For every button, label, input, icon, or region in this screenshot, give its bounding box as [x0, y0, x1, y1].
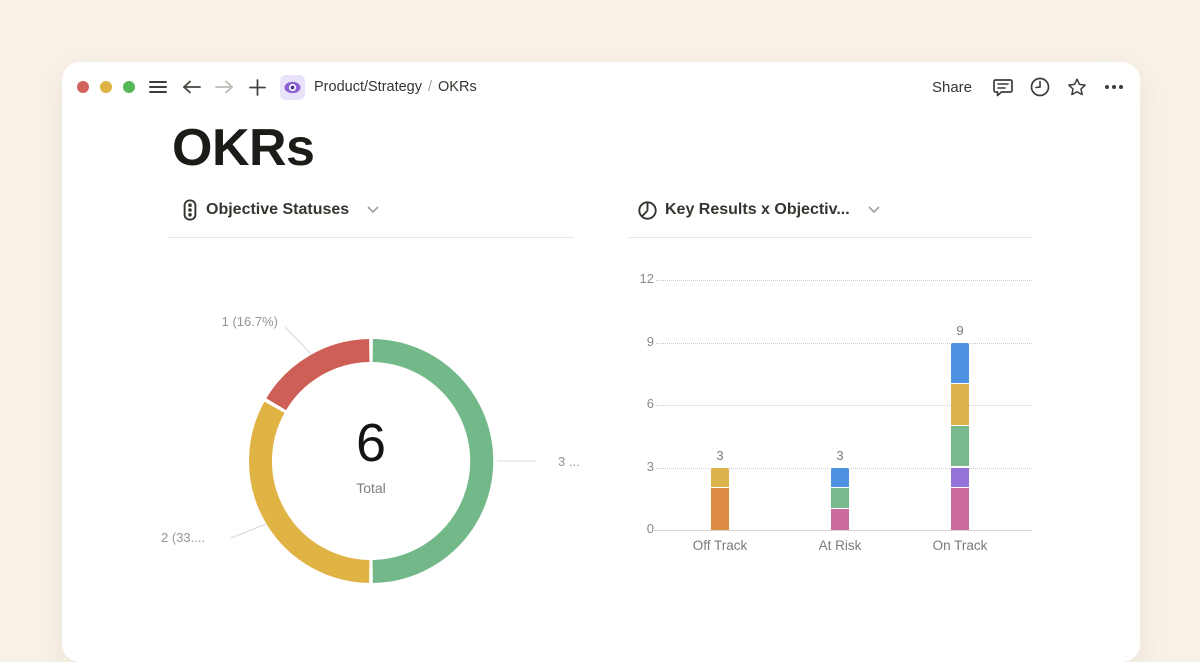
traffic-light-zoom[interactable] — [123, 81, 135, 93]
page-title[interactable]: OKRs — [172, 119, 315, 177]
bar-chart-header[interactable]: Key Results x Objectiv... — [628, 196, 1032, 224]
bar-total-label: 9 — [956, 322, 964, 338]
bar-total-label: 3 — [836, 447, 844, 463]
star-icon[interactable] — [1067, 77, 1087, 97]
header-divider — [168, 237, 574, 238]
bar-segment-at-risk-2[interactable] — [831, 467, 849, 488]
chevron-down-icon[interactable] — [367, 206, 379, 214]
donut-chart-header[interactable]: Objective Statuses — [168, 196, 574, 224]
bar-chart-title: Key Results x Objectiv... — [665, 201, 850, 218]
plus-icon[interactable] — [247, 77, 267, 97]
donut-segment-2[interactable] — [266, 339, 370, 411]
y-tick-label: 9 — [646, 333, 654, 349]
share-button[interactable]: Share — [931, 78, 972, 96]
eye-badge-icon[interactable] — [280, 74, 305, 100]
bar-segment-on-track-0[interactable] — [951, 488, 969, 530]
y-tick-label: 3 — [646, 458, 654, 474]
bar-segment-off-track-0[interactable] — [711, 488, 729, 530]
donut-segment-1[interactable] — [249, 401, 370, 583]
pie-chart-icon — [638, 200, 657, 220]
x-category-label: At Risk — [818, 538, 862, 553]
traffic-light-close[interactable] — [77, 81, 89, 93]
y-tick-label: 0 — [646, 521, 654, 536]
traffic-light-minimize[interactable] — [100, 81, 112, 93]
bar-total-label: 3 — [716, 447, 724, 463]
bar-segment-off-track-1[interactable] — [711, 467, 729, 488]
window-toolbar: Product/Strategy / OKRs Share — [77, 72, 1124, 102]
breadcrumb: Product/Strategy / OKRs — [314, 79, 477, 95]
donut-callout-yellow: 2 (33.... — [161, 530, 206, 545]
x-category-label: On Track — [932, 538, 988, 553]
donut-total-label: Total — [356, 480, 386, 496]
bar-segment-on-track-3[interactable] — [951, 384, 969, 425]
bar-chart-block: Key Results x Objectiv... — [628, 196, 1032, 238]
donut-segment-0[interactable] — [372, 339, 494, 583]
donut-total-value: 6 — [355, 413, 387, 473]
donut-center: 6 Total — [301, 414, 441, 496]
x-axis-baseline — [654, 530, 1032, 531]
header-divider — [628, 237, 1032, 238]
x-category-label: Off Track — [692, 538, 748, 553]
app-window: Product/Strategy / OKRs Share OKRs Objec — [62, 62, 1140, 662]
bar-segment-at-risk-1[interactable] — [831, 488, 849, 509]
donut-chart-block: Objective Statuses — [168, 196, 574, 238]
toolbar-right-actions: Share — [932, 77, 1124, 97]
bar-segment-on-track-2[interactable] — [951, 425, 969, 467]
traffic-light-icon — [183, 199, 197, 221]
bar-segment-on-track-1[interactable] — [951, 467, 969, 488]
comment-icon[interactable] — [993, 77, 1013, 97]
donut-callout-lines — [230, 326, 536, 539]
hamburger-icon[interactable] — [148, 77, 168, 97]
ellipsis-icon[interactable] — [1104, 77, 1124, 97]
bar-chart-plot: 0 3 6 9 12 3 Off Track 3 At Risk 9 On Track — [628, 260, 1032, 560]
bar-segment-on-track-4[interactable] — [951, 342, 969, 384]
chevron-down-icon[interactable] — [868, 206, 880, 214]
gridline-12 — [656, 280, 1032, 281]
breadcrumb-separator: / — [428, 79, 433, 95]
donut-chart — [249, 339, 494, 583]
y-tick-label: 6 — [646, 396, 654, 411]
donut-callout-green: 3 ... — [558, 454, 580, 469]
breadcrumb-current[interactable]: OKRs — [438, 79, 477, 95]
clock-icon[interactable] — [1030, 77, 1050, 97]
gridline-6 — [656, 405, 1032, 406]
gridline-9 — [656, 342, 1032, 344]
forward-arrow-icon[interactable] — [214, 77, 234, 97]
bar-segment-at-risk-0[interactable] — [831, 509, 849, 530]
donut-chart-title: Objective Statuses — [206, 201, 350, 218]
breadcrumb-parent[interactable]: Product/Strategy — [314, 79, 422, 95]
back-arrow-icon[interactable] — [181, 77, 201, 97]
y-tick-label: 12 — [639, 271, 654, 286]
donut-callout-red: 1 (16.7%) — [221, 314, 278, 329]
